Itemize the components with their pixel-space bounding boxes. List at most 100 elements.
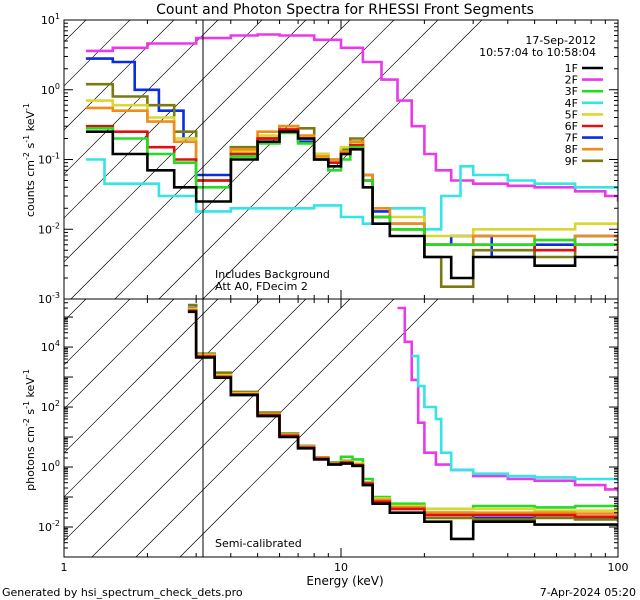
y-tick-label: 100 <box>41 459 60 474</box>
legend-label-8F: 8F <box>565 143 578 156</box>
ylab-counts-exp: -1 <box>22 103 31 111</box>
hatch-line <box>64 299 175 410</box>
y-tick-base: 10 <box>38 154 52 167</box>
series-6F-line <box>187 309 618 518</box>
legend-label-9F: 9F <box>565 155 578 168</box>
ylab-photons-exp: -2 <box>22 418 31 426</box>
date-label: 17-Sep-2012 <box>525 34 596 47</box>
y-tick-base: 10 <box>38 293 52 306</box>
ylab-counts-part: keV <box>24 111 37 135</box>
y-tick-exp: -3 <box>52 291 60 300</box>
y-tick-base: 10 <box>38 521 52 534</box>
x-tick-label: 100 <box>608 561 629 574</box>
ylab-photons-exp: -1 <box>22 401 31 409</box>
y-tick-exp: 0 <box>55 459 60 468</box>
hatch-line <box>64 20 307 263</box>
ylab-counts-part: s <box>24 142 37 151</box>
annotation-background: Includes Background <box>215 268 330 281</box>
y-tick-exp: 2 <box>55 399 60 408</box>
x-tick-label: 1 <box>61 561 68 574</box>
legend-label-5F: 5F <box>565 108 578 121</box>
series-7F-line <box>85 57 618 259</box>
hatch-line <box>64 20 263 219</box>
ylab-photons-part: photons cm <box>24 426 37 491</box>
annotation-semi-calibrated: Semi-calibrated <box>215 537 302 550</box>
y-tick-label: 102 <box>41 399 60 414</box>
legend-label-2F: 2F <box>565 74 578 87</box>
photon-spectra-series <box>187 303 618 541</box>
hatch-line <box>70 20 351 299</box>
hatch-line <box>91 299 351 557</box>
y-axis-label-photons: photons cm-2 s-1 keV-1 <box>22 369 37 491</box>
y-tick-label: 10-1 <box>38 152 60 167</box>
series-5F-line <box>187 307 618 513</box>
series-2F-line <box>397 306 618 492</box>
x-tick-label: 10 <box>334 561 348 574</box>
y-tick-label: 10-3 <box>38 291 60 306</box>
y-tick-base: 10 <box>41 461 55 474</box>
footer-generated-by: Generated by hsi_spectrum_check_dets.pro <box>2 586 243 599</box>
ylab-counts-exp: -2 <box>22 152 31 160</box>
series-8F-line <box>85 106 618 246</box>
ylab-counts-part: counts cm <box>24 160 37 217</box>
y-tick-label: 101 <box>41 12 60 27</box>
annotation-attenuator: Att A0, FDecim 2 <box>215 280 308 293</box>
y-tick-exp: -2 <box>52 519 60 528</box>
hatch-line <box>64 299 131 366</box>
x-ticks-top <box>63 20 619 299</box>
series-9F-line <box>85 82 618 288</box>
hatch-line <box>135 299 395 557</box>
y-tick-label: 100 <box>41 82 60 97</box>
y-tick-label: 10-2 <box>38 221 60 236</box>
y-tick-label: 10-2 <box>38 519 60 534</box>
hatch-line <box>64 299 307 542</box>
hatch-line <box>64 299 263 498</box>
hatch-line <box>64 299 219 454</box>
series-3F-line <box>187 308 618 511</box>
ylab-photons-exp: -1 <box>22 369 31 377</box>
y-tick-exp: 0 <box>55 82 60 91</box>
y-tick-label: 104 <box>41 339 60 354</box>
y-tick-base: 10 <box>41 341 55 354</box>
legend-label-4F: 4F <box>565 97 578 110</box>
legend-label-3F: 3F <box>565 85 578 98</box>
y-tick-base: 10 <box>41 401 55 414</box>
hatch-line <box>64 20 131 87</box>
y-tick-exp: -2 <box>52 221 60 230</box>
hatch-line <box>64 20 219 175</box>
series-9F-line <box>187 303 618 522</box>
y-tick-exp: -1 <box>52 152 60 161</box>
series-2F-line <box>85 33 618 202</box>
y-tick-base: 10 <box>38 223 52 236</box>
time-range-label: 10:57:04 to 10:58:04 <box>479 46 596 59</box>
y-tick-base: 10 <box>41 84 55 97</box>
legend-label-1F: 1F <box>565 62 578 75</box>
hatch-line <box>158 20 439 299</box>
hatch-line <box>179 299 439 557</box>
chart-title: Count and Photon Spectra for RHESSI Fron… <box>156 2 534 18</box>
hatch-region-bottom <box>64 299 439 557</box>
legend-label-7F: 7F <box>565 132 578 145</box>
y-tick-exp: 1 <box>55 12 60 21</box>
ylab-photons-part: keV <box>24 377 37 401</box>
series-4F-line <box>411 354 618 481</box>
series-1F-line <box>85 130 618 280</box>
footer-timestamp: 7-Apr-2024 05:20 <box>540 586 636 599</box>
y-tick-base: 10 <box>41 14 55 27</box>
ylab-counts-exp: -1 <box>22 135 31 143</box>
x-axis-label: Energy (keV) <box>306 574 383 588</box>
hatch-line <box>64 299 87 322</box>
y-tick-exp: 4 <box>55 339 60 348</box>
series-7F-line <box>187 306 618 520</box>
series-1F-line <box>187 310 618 541</box>
hatch-line <box>64 20 175 131</box>
ylab-photons-part: s <box>24 409 37 418</box>
x-ticks-bottom: 1 10 100 <box>61 299 629 574</box>
count-spectra-series <box>85 33 618 288</box>
